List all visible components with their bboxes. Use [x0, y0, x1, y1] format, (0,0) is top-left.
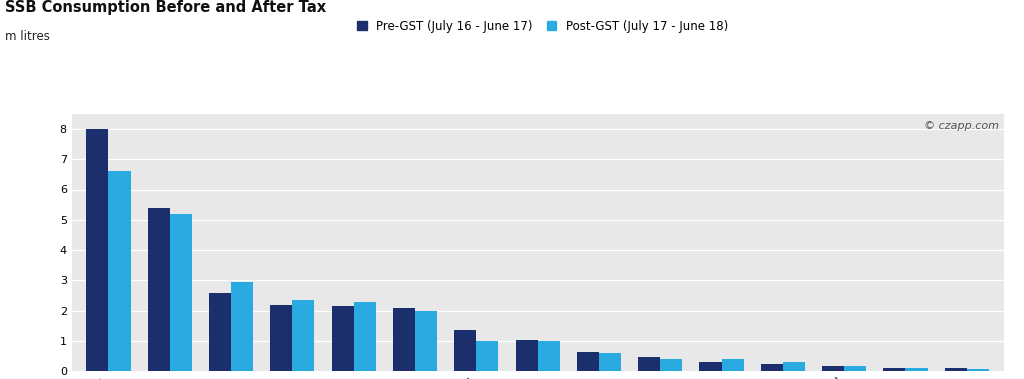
Text: © czapp.com: © czapp.com: [924, 121, 998, 132]
Bar: [293, 300, 314, 371]
Text: SSB Consumption Before and After Tax: SSB Consumption Before and After Tax: [5, 0, 327, 15]
Bar: [577, 352, 599, 371]
Bar: [538, 341, 560, 371]
Bar: [967, 369, 989, 371]
Bar: [147, 208, 170, 371]
Bar: [270, 305, 293, 371]
Bar: [170, 214, 191, 371]
Bar: [782, 362, 805, 371]
Bar: [599, 353, 621, 371]
Bar: [209, 293, 231, 371]
Bar: [455, 330, 476, 371]
Bar: [699, 362, 722, 371]
Bar: [945, 368, 967, 371]
Legend: Pre-GST (July 16 - June 17), Post-GST (July 17 - June 18): Pre-GST (July 16 - June 17), Post-GST (J…: [355, 17, 730, 35]
Bar: [415, 311, 437, 371]
Bar: [231, 282, 253, 371]
Bar: [638, 357, 660, 371]
Bar: [761, 364, 782, 371]
Bar: [515, 340, 538, 371]
Bar: [722, 359, 743, 371]
Bar: [476, 341, 499, 371]
Bar: [905, 368, 928, 371]
Bar: [353, 302, 376, 371]
Text: m litres: m litres: [5, 30, 50, 43]
Bar: [393, 308, 415, 371]
Bar: [844, 366, 866, 371]
Bar: [822, 366, 844, 371]
Bar: [332, 306, 353, 371]
Bar: [86, 129, 109, 371]
Bar: [109, 171, 130, 371]
Bar: [884, 368, 905, 371]
Bar: [660, 359, 682, 371]
